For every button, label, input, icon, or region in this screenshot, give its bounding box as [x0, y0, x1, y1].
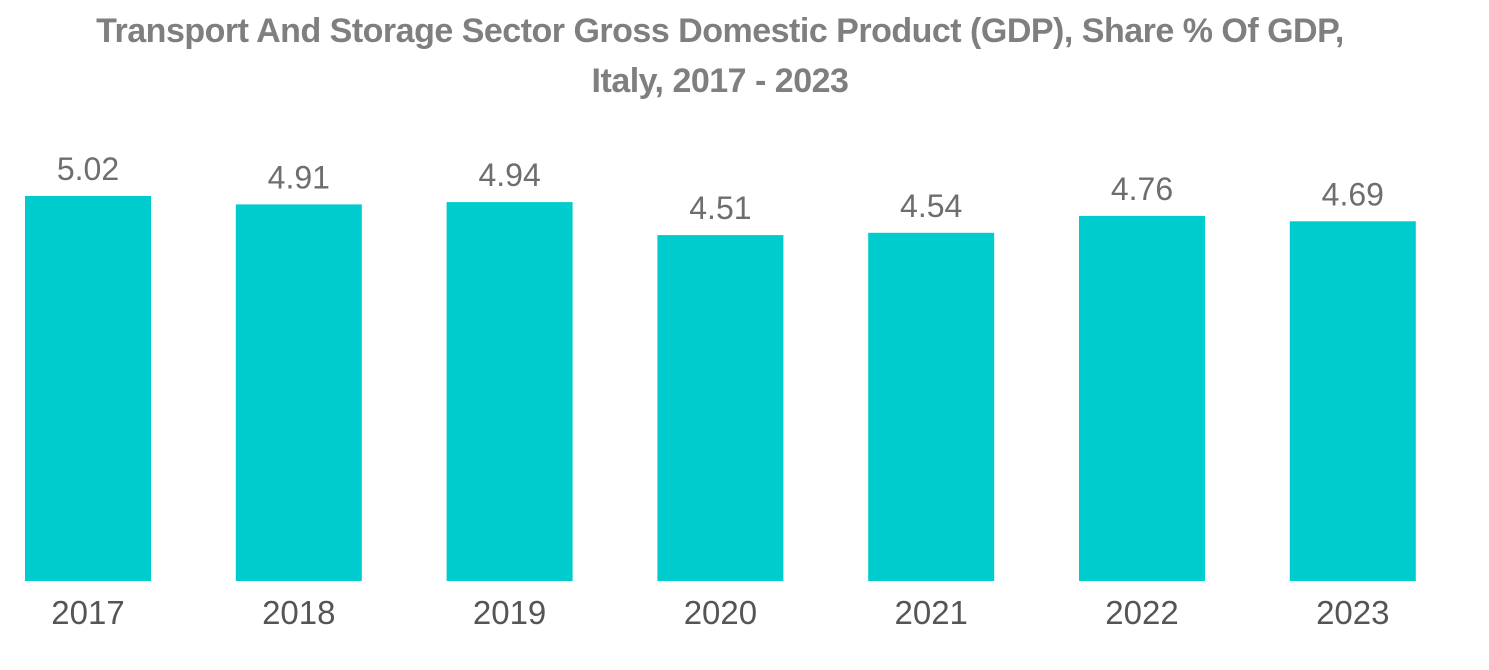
- value-labels-group: 5.02 4.91 4.94 4.51 4.54 4.76 4.69: [57, 151, 1384, 226]
- chart-title: Transport And Storage Sector Gross Domes…: [0, 6, 1440, 106]
- chart-title-line-2: Italy, 2017 - 2023: [591, 62, 849, 100]
- x-tick-label-2023: 2023: [1316, 594, 1389, 631]
- chart-title-line-1: Transport And Storage Sector Gross Domes…: [96, 12, 1344, 50]
- x-tick-label-2018: 2018: [262, 594, 335, 631]
- bar-2020: [657, 235, 784, 581]
- value-label-2018: 4.91: [268, 159, 330, 195]
- bar-2019: [446, 202, 573, 581]
- value-label-2019: 4.94: [478, 157, 540, 193]
- value-label-2017: 5.02: [57, 151, 119, 187]
- x-tick-label-2019: 2019: [473, 594, 546, 631]
- bar-2017: [25, 196, 151, 581]
- x-tick-label-2021: 2021: [894, 594, 967, 631]
- bars-group: [25, 196, 1416, 582]
- x-tick-label-2020: 2020: [684, 594, 757, 631]
- x-tick-label-2022: 2022: [1105, 594, 1178, 631]
- bar-2022: [1079, 215, 1205, 581]
- value-label-2023: 4.69: [1322, 176, 1384, 212]
- value-label-2020: 4.51: [689, 190, 751, 226]
- value-label-2022: 4.76: [1111, 171, 1173, 207]
- value-label-2021: 4.54: [900, 188, 962, 224]
- x-tick-label-2017: 2017: [51, 594, 124, 631]
- bar-2018: [235, 204, 362, 581]
- x-axis-tick-labels: 2017 2018 2019 2020 2021 2022 2023: [51, 594, 1389, 631]
- bar-2021: [868, 232, 995, 582]
- bar-2023: [1289, 221, 1416, 582]
